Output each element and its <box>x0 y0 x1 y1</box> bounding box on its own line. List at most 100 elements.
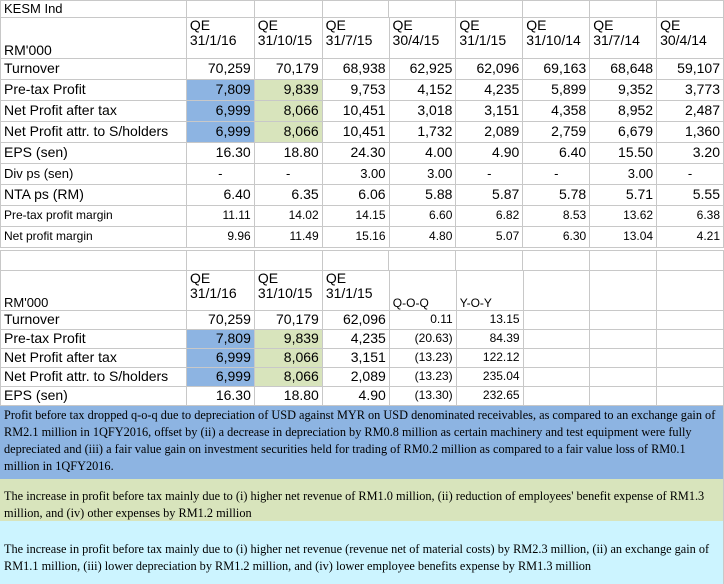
data-cell[interactable]: 14.15 <box>321 205 390 227</box>
data-cell[interactable]: 9,753 <box>321 79 390 101</box>
data-cell[interactable]: 3.00 <box>321 163 390 185</box>
note-pretax-increase[interactable]: The increase in profit before tax mainly… <box>0 479 724 521</box>
data-cell[interactable]: 8.53 <box>522 205 591 227</box>
data-cell[interactable]: 4,235 <box>455 79 524 101</box>
row-label[interactable]: Net Profit attr. to S/holders <box>0 121 187 143</box>
row-label[interactable]: Net Profit after tax <box>0 100 187 122</box>
data-cell[interactable]: 1,732 <box>388 121 457 143</box>
data-cell[interactable]: 6,999 <box>185 100 255 122</box>
data-cell[interactable]: 3,773 <box>656 79 724 101</box>
data-cell[interactable]: 7,809 <box>185 79 255 101</box>
row-label[interactable]: EPS (sen) <box>0 386 187 406</box>
data-cell[interactable]: 16.30 <box>185 386 255 406</box>
data-cell[interactable]: 3.20 <box>656 142 724 164</box>
qoq-cell[interactable]: (13.30) <box>388 386 457 406</box>
data-cell[interactable]: 9,839 <box>253 79 323 101</box>
data-cell[interactable]: 5,899 <box>522 79 591 101</box>
yoy-header[interactable]: Y-O-Y <box>455 270 524 311</box>
data-cell[interactable]: 6.06 <box>321 184 390 206</box>
qoq-cell[interactable]: 0.11 <box>388 310 457 330</box>
data-cell[interactable]: 13.62 <box>589 205 658 227</box>
data-cell[interactable]: 15.16 <box>321 226 390 248</box>
yoy-cell[interactable]: 84.39 <box>455 329 524 349</box>
data-cell[interactable]: 3,151 <box>455 100 524 122</box>
data-cell[interactable]: 2,487 <box>656 100 724 122</box>
data-cell[interactable]: 3,018 <box>388 100 457 122</box>
data-cell[interactable]: 8,066 <box>253 348 323 368</box>
data-cell[interactable]: 2,759 <box>522 121 591 143</box>
row-label[interactable]: NTA ps (RM) <box>0 184 187 206</box>
data-cell[interactable]: 4.80 <box>388 226 457 248</box>
data-cell[interactable]: 59,107 <box>656 58 724 80</box>
data-cell[interactable]: 8,066 <box>253 121 323 143</box>
data-cell[interactable]: 68,648 <box>589 58 658 80</box>
period-header[interactable]: QE 31/1/15 <box>321 270 390 311</box>
period-header[interactable]: QE 31/7/15 <box>321 17 390 59</box>
data-cell[interactable]: 6.40 <box>185 184 255 206</box>
data-cell[interactable]: 5.55 <box>656 184 724 206</box>
period-header[interactable]: QE 31/1/16 <box>185 17 255 59</box>
data-cell[interactable]: 6,999 <box>185 348 255 368</box>
data-cell[interactable]: 2,089 <box>321 367 390 387</box>
data-cell[interactable]: 11.11 <box>185 205 255 227</box>
qoq-cell[interactable]: (20.63) <box>388 329 457 349</box>
note-qoq-explanation[interactable]: Profit before tax dropped q-o-q due to d… <box>0 406 724 479</box>
data-cell[interactable]: - <box>522 163 591 185</box>
data-cell[interactable]: 18.80 <box>253 142 323 164</box>
qoq-header[interactable]: Q-O-Q <box>388 270 457 311</box>
data-cell[interactable]: 6.30 <box>522 226 591 248</box>
row-label[interactable]: EPS (sen) <box>0 142 187 164</box>
data-cell[interactable]: 70,179 <box>253 310 323 330</box>
row-label[interactable]: Net Profit attr. to S/holders <box>0 367 187 387</box>
data-cell[interactable]: 6.38 <box>656 205 724 227</box>
data-cell[interactable]: 14.02 <box>253 205 323 227</box>
data-cell[interactable]: 6,679 <box>589 121 658 143</box>
data-cell[interactable]: 5.88 <box>388 184 457 206</box>
qoq-cell[interactable]: (13.23) <box>388 367 457 387</box>
data-cell[interactable]: 62,096 <box>321 310 390 330</box>
data-cell[interactable]: 8,952 <box>589 100 658 122</box>
data-cell[interactable]: 4,235 <box>321 329 390 349</box>
data-cell[interactable]: 7,809 <box>185 329 255 349</box>
data-cell[interactable]: 1,360 <box>656 121 724 143</box>
row-label[interactable]: Pre-tax Profit <box>0 79 187 101</box>
period-header[interactable]: QE 31/10/14 <box>522 17 591 59</box>
data-cell[interactable]: 8,066 <box>253 100 323 122</box>
data-cell[interactable]: 68,938 <box>321 58 390 80</box>
row-label[interactable]: Div ps (sen) <box>0 163 187 185</box>
data-cell[interactable]: 9,839 <box>253 329 323 349</box>
data-cell[interactable]: 9,352 <box>589 79 658 101</box>
data-cell[interactable]: 8,066 <box>253 367 323 387</box>
data-cell[interactable]: 2,089 <box>455 121 524 143</box>
data-cell[interactable]: 70,179 <box>253 58 323 80</box>
data-cell[interactable]: 69,163 <box>522 58 591 80</box>
data-cell[interactable]: 6.35 <box>253 184 323 206</box>
yoy-cell[interactable]: 232.65 <box>455 386 524 406</box>
data-cell[interactable]: 4,152 <box>388 79 457 101</box>
row-label[interactable]: Pre-tax Profit <box>0 329 187 349</box>
note-yoy-explanation[interactable]: The increase in profit before tax mainly… <box>0 521 724 584</box>
yoy-cell[interactable]: 122.12 <box>455 348 524 368</box>
period-header[interactable]: QE 30/4/14 <box>656 17 724 59</box>
period-header[interactable]: QE 31/10/15 <box>253 270 323 311</box>
data-cell[interactable]: 11.49 <box>253 226 323 248</box>
sheet-title[interactable]: KESM Ind <box>0 0 187 18</box>
unit-label-2[interactable]: RM'000 <box>0 270 187 311</box>
row-label[interactable]: Turnover <box>0 58 187 80</box>
data-cell[interactable]: 4,358 <box>522 100 591 122</box>
data-cell[interactable]: 6.60 <box>388 205 457 227</box>
data-cell[interactable]: 62,925 <box>388 58 457 80</box>
data-cell[interactable]: 18.80 <box>253 386 323 406</box>
qoq-cell[interactable]: (13.23) <box>388 348 457 368</box>
period-header[interactable]: QE 31/1/15 <box>455 17 524 59</box>
row-label[interactable]: Net profit margin <box>0 226 187 248</box>
data-cell[interactable]: - <box>455 163 524 185</box>
row-label[interactable]: Net Profit after tax <box>0 348 187 368</box>
data-cell[interactable]: 4.90 <box>321 386 390 406</box>
data-cell[interactable]: 70,259 <box>185 310 255 330</box>
data-cell[interactable]: 15.50 <box>589 142 658 164</box>
unit-label[interactable]: RM'000 <box>0 17 187 59</box>
data-cell[interactable]: 9.96 <box>185 226 255 248</box>
data-cell[interactable]: 62,096 <box>455 58 524 80</box>
data-cell[interactable]: 4.00 <box>388 142 457 164</box>
